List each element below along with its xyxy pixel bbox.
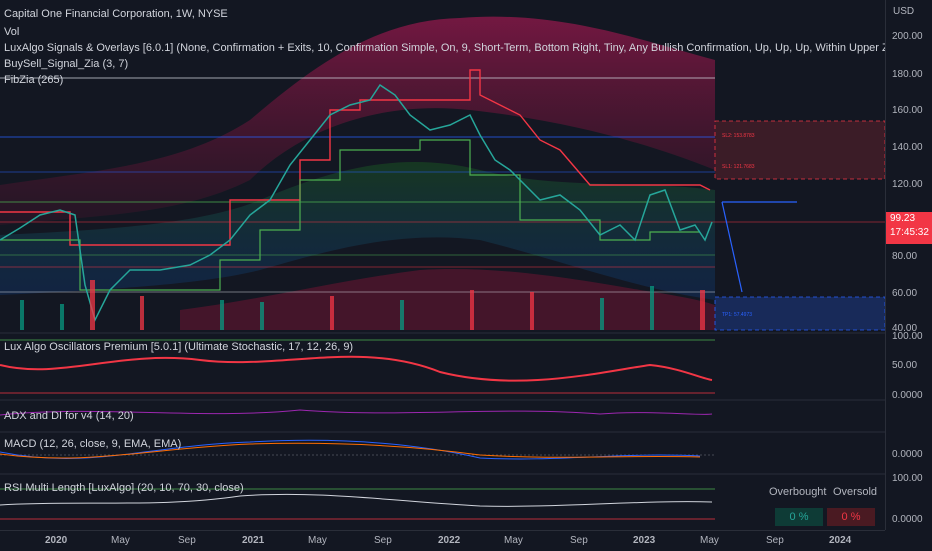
oscillator-tick: 100.00 — [892, 331, 923, 342]
currency-label: USD — [893, 6, 915, 17]
rsi-pane-label[interactable]: RSI Multi Length [LuxAlgo] (20, 10, 70, … — [4, 482, 244, 494]
signal-line — [0, 442, 701, 459]
time-tick: May — [308, 535, 327, 546]
macd-tick: 0.0000 — [892, 449, 923, 460]
zone-label-sl1: SL1: 121.7683 — [722, 164, 755, 170]
zone-label-tp1: TP1: 57.4973 — [722, 312, 752, 318]
volume-bars — [20, 280, 705, 330]
time-tick: 2024 — [829, 535, 852, 546]
price-tick: 60.00 — [892, 288, 918, 299]
price-tick: 140.00 — [892, 142, 923, 153]
price-tick: 180.00 — [892, 69, 923, 80]
oscillator-pane-label[interactable]: Lux Algo Oscillators Premium [5.0.1] (Ul… — [4, 341, 354, 353]
time-tick: May — [111, 535, 130, 546]
overbought-value: 0 % — [775, 508, 823, 526]
current-price: 99.23 — [890, 213, 916, 224]
lower-support-cloud — [180, 269, 715, 330]
time-tick: 2022 — [438, 535, 461, 546]
time-tick: May — [700, 535, 719, 546]
zone-label-sl2: SL2: 153.8783 — [722, 133, 755, 139]
time-tick: 2020 — [45, 535, 68, 546]
overbought-header: Overbought — [769, 486, 827, 498]
price-axis[interactable]: USD 200.00 180.00 160.00 140.00 120.00 8… — [885, 0, 932, 530]
time-tick: Sep — [570, 535, 588, 546]
chart-canvas[interactable]: SL2: 153.8783 SL1: 121.7683 TP1: 57.4973 — [0, 0, 885, 530]
chart-area[interactable]: SL2: 153.8783 SL1: 121.7683 TP1: 57.4973 — [0, 0, 932, 530]
support-step-line — [0, 139, 700, 291]
price-tick: 160.00 — [892, 105, 923, 116]
price-tick: 200.00 — [892, 31, 923, 42]
time-tick: Sep — [766, 535, 784, 546]
time-axis[interactable]: 2020 May Sep 2021 May Sep 2022 May Sep 2… — [0, 530, 885, 551]
bar-countdown: 17:45:32 — [890, 227, 929, 238]
time-tick: Sep — [374, 535, 392, 546]
oversold-value: 0 % — [827, 508, 875, 526]
price-tick: 120.00 — [892, 179, 923, 190]
current-price-tag: 99.23 17:45:32 — [886, 212, 932, 244]
oscillator-tick: 50.00 — [892, 360, 918, 371]
rsi-wave — [0, 493, 713, 507]
price-line — [0, 83, 713, 323]
rsi-tick: 0.0000 — [892, 514, 923, 525]
macd-pane-label[interactable]: MACD (12, 26, close, 9, EMA, EMA) — [4, 438, 182, 450]
indicator-luxalgo[interactable]: LuxAlgo Signals & Overlays [6.0.1] (None… — [4, 42, 932, 54]
time-tick: May — [504, 535, 523, 546]
rsi-tick: 100.00 — [892, 473, 923, 484]
price-tick: 80.00 — [892, 251, 918, 262]
oscillator-tick: 0.0000 — [892, 390, 923, 401]
oversold-header: Oversold — [833, 486, 878, 498]
adx-pane-label[interactable]: ADX and DI for v4 (14, 20) — [4, 410, 134, 422]
indicator-volume[interactable]: Vol — [4, 26, 20, 38]
time-tick: 2021 — [242, 535, 265, 546]
upper-resistance-cloud — [0, 16, 715, 225]
oscillator-wave — [0, 355, 713, 382]
time-tick: Sep — [178, 535, 196, 546]
chart-title: Capital One Financial Corporation, 1W, N… — [4, 8, 228, 20]
trailing-stop-line — [0, 69, 711, 246]
indicator-fibzia[interactable]: FibZia (265) — [4, 74, 64, 86]
indicator-buysell[interactable]: BuySell_Signal_Zia (3, 7) — [4, 58, 129, 70]
time-tick: 2023 — [633, 535, 656, 546]
adx-line — [0, 409, 713, 416]
price-tick: 40.00 — [892, 323, 918, 334]
